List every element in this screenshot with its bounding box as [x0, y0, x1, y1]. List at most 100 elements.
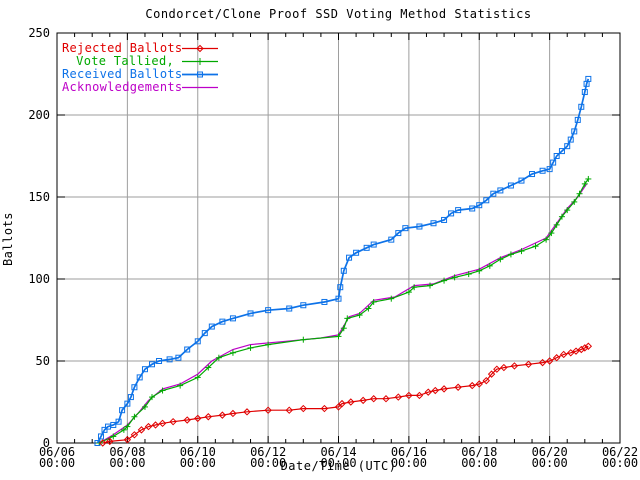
diamond-marker	[218, 411, 227, 419]
square-marker	[166, 356, 173, 363]
square-marker	[430, 220, 437, 227]
diamond-marker	[338, 399, 346, 408]
square-marker	[546, 166, 553, 173]
diamond-marker	[431, 386, 439, 395]
square-marker	[115, 418, 122, 425]
square-marker	[110, 421, 117, 428]
square-marker	[455, 207, 462, 214]
diamond-marker	[183, 416, 191, 424]
diamond-marker	[572, 347, 580, 355]
square-marker	[335, 295, 342, 302]
legend-item-label: Vote Tallied,	[76, 54, 174, 68]
square-marker	[567, 136, 574, 143]
diamond-marker	[405, 391, 413, 400]
x-tick-label: 06/16 00:00	[390, 445, 427, 470]
y-tick-label: 150	[28, 190, 50, 204]
diamond-marker	[482, 376, 490, 385]
square-marker	[127, 394, 134, 401]
diamond-marker	[369, 395, 378, 403]
square-marker	[175, 354, 182, 361]
square-marker	[581, 89, 588, 96]
square-marker	[507, 182, 514, 189]
diamond-marker	[567, 349, 575, 357]
square-marker	[483, 197, 490, 204]
square-marker	[219, 318, 226, 325]
square-marker	[184, 346, 191, 353]
y-tick-label: 0	[42, 436, 50, 450]
diamond-marker	[264, 406, 272, 414]
square-marker	[518, 177, 525, 184]
diamond-marker	[130, 431, 139, 439]
square-marker	[101, 426, 108, 433]
square-marker	[469, 205, 476, 212]
y-tick-label: 50	[35, 354, 50, 368]
square-marker	[265, 307, 272, 314]
diamond-marker	[169, 417, 177, 426]
square-marker	[136, 374, 143, 381]
diamond-marker	[415, 391, 424, 400]
square-marker	[476, 202, 483, 209]
diamond-marker	[106, 437, 114, 446]
square-marker	[346, 254, 353, 261]
x-tick-label: 06/18 00:00	[461, 445, 498, 470]
square-marker	[353, 249, 360, 256]
legend-item: Rejected Ballots	[62, 38, 219, 55]
x-tick-label: 06/12 00:00	[250, 445, 287, 470]
square-marker	[229, 315, 236, 322]
diamond-marker	[424, 388, 432, 396]
diamond-marker	[545, 357, 554, 365]
x-tick-label: 06/08 00:00	[109, 445, 146, 470]
legend-sample-line	[182, 44, 218, 53]
square-marker	[286, 305, 293, 312]
square-marker	[578, 103, 585, 110]
square-marker	[370, 241, 377, 248]
diamond-marker	[584, 342, 593, 350]
diamond-marker	[194, 414, 202, 423]
legend-item: Received Ballots	[62, 64, 219, 81]
diamond-marker	[487, 370, 496, 378]
square-marker	[497, 187, 504, 194]
diamond-marker	[468, 381, 476, 390]
diamond-marker	[299, 404, 308, 413]
chart-title: Condorcet/Clone Proof SSD Voting Method …	[145, 7, 532, 21]
diamond-marker	[137, 426, 146, 434]
square-marker	[585, 75, 592, 82]
square-marker	[395, 230, 402, 237]
legend-sample-line	[182, 58, 218, 65]
x-tick-label: 06/06 00:00	[38, 445, 76, 470]
diamond-marker	[440, 385, 448, 393]
legend-item-label: Rejected Ballots	[62, 41, 183, 55]
x-axis-title: Date/Time (UTC)	[280, 459, 397, 473]
legend-sample-line	[182, 86, 218, 89]
diamond-marker	[229, 409, 237, 418]
legend-sample-line	[182, 71, 218, 78]
square-marker	[131, 384, 138, 391]
square-marker	[119, 407, 126, 414]
x-tick-label: 06/22 00:00	[601, 445, 639, 470]
square-marker	[441, 216, 448, 223]
legend-item: Acknowledgements	[62, 77, 219, 94]
legend-item: Vote Tallied,	[62, 51, 219, 68]
y-tick-label: 250	[28, 26, 50, 40]
diamond-marker	[243, 408, 251, 416]
square-marker	[388, 236, 395, 243]
diamond-marker	[347, 398, 355, 406]
diamond-marker	[394, 393, 403, 401]
square-marker	[337, 284, 344, 291]
square-marker	[124, 400, 131, 407]
square-marker	[300, 302, 307, 309]
square-marker	[539, 167, 546, 174]
square-marker	[149, 361, 156, 368]
plot-border	[56, 32, 621, 444]
diamond-marker	[493, 365, 501, 373]
diamond-marker	[123, 436, 132, 444]
x-tick-label: 06/20 00:00	[531, 445, 568, 470]
diamond-marker	[320, 404, 329, 413]
square-marker	[141, 366, 148, 373]
diamond-marker	[285, 406, 293, 414]
x-tick-label: 06/14 00:00	[320, 445, 357, 470]
square-marker	[363, 244, 370, 251]
square-marker	[208, 323, 215, 330]
legend-item-label: Acknowledgements	[62, 80, 183, 94]
